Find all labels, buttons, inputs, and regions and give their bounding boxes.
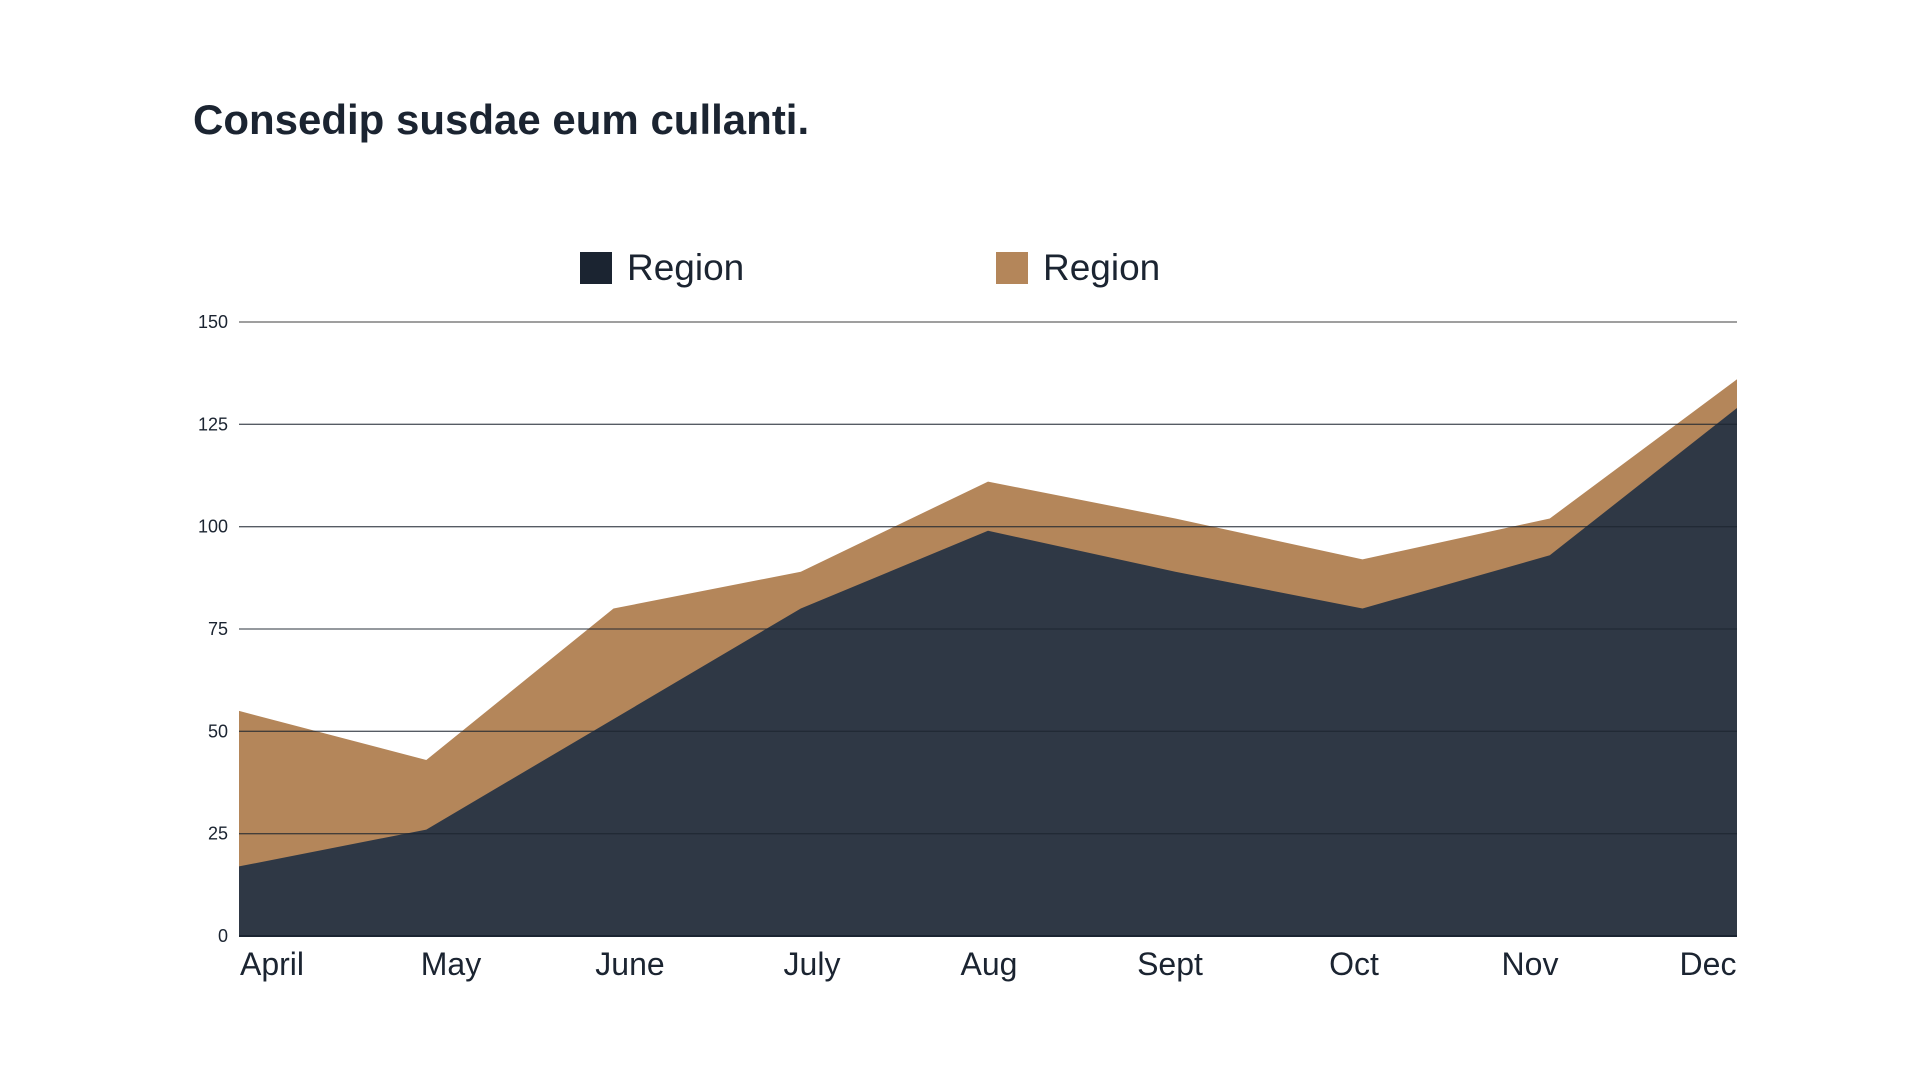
legend-label-region-tan: Region <box>1043 247 1161 288</box>
x-tick-label: May <box>421 946 481 982</box>
x-tick-label: Dec <box>1680 946 1737 982</box>
legend-item-region-dark: Region <box>580 246 744 290</box>
y-tick-label: 75 <box>208 619 228 639</box>
legend-swatch-tan <box>996 252 1028 284</box>
x-tick-label: Oct <box>1329 946 1379 982</box>
legend-swatch-dark <box>580 252 612 284</box>
area-series-dark <box>239 408 1737 936</box>
chart-legend: Region Region <box>0 246 1920 290</box>
y-tick-label: 50 <box>208 721 228 741</box>
y-tick-label: 25 <box>208 824 228 844</box>
x-tick-label: Aug <box>961 946 1018 982</box>
x-tick-label: Sept <box>1137 946 1203 982</box>
y-tick-label: 100 <box>198 517 228 537</box>
y-tick-label: 150 <box>198 312 228 332</box>
x-tick-label: Nov <box>1502 946 1559 982</box>
legend-label-region-dark: Region <box>627 247 745 288</box>
chart-title: Consedip susdae eum cullanti. <box>193 96 810 143</box>
x-tick-label: July <box>784 946 841 982</box>
y-tick-label: 125 <box>198 414 228 434</box>
x-tick-label: June <box>595 946 664 982</box>
x-tick-label: April <box>240 946 304 982</box>
legend-item-region-tan: Region <box>996 246 1160 290</box>
y-tick-label: 0 <box>218 926 228 946</box>
